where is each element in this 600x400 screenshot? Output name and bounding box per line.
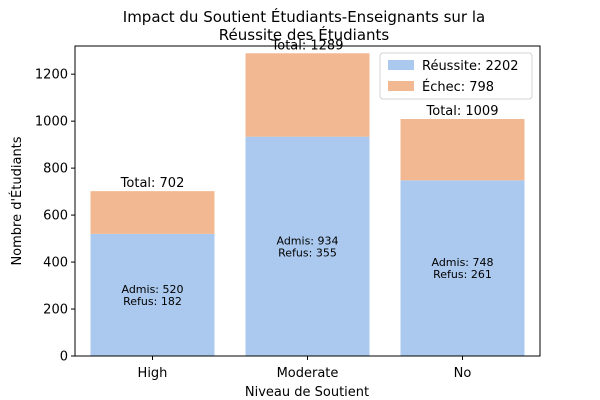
bar-high-echec — [90, 191, 215, 234]
inner-label-refus: Refus: 355 — [278, 246, 337, 259]
bar-no-reussite — [400, 180, 525, 356]
x-tick-label: Moderate — [277, 366, 339, 381]
y-tick-label: 1200 — [35, 68, 68, 83]
y-axis-label: Nombre d'Étudiants — [9, 136, 25, 265]
bar-high-reussite — [90, 233, 215, 356]
inner-label-admis: Admis: 934 — [276, 234, 338, 247]
x-axis-label: Niveau de Soutient — [245, 385, 369, 400]
x-tick-label: No — [454, 366, 472, 381]
chart-title-line-2: Réussite des Étudiants — [219, 25, 390, 44]
legend-swatch — [388, 81, 414, 91]
bar-no-echec — [400, 119, 525, 181]
bar-moderate-echec — [245, 53, 370, 137]
total-label: Total: 702 — [120, 176, 185, 191]
legend: Réussite: 2202 Échec: 798 — [379, 52, 533, 100]
plot-frame — [74, 45, 541, 357]
total-label: Total: 1009 — [426, 104, 499, 119]
y-tick-label: 1000 — [35, 115, 68, 130]
y-tick-label: 200 — [43, 303, 68, 318]
inner-label-refus: Refus: 182 — [123, 295, 182, 308]
chart-title-line-1: Impact du Soutient Étudiants-Enseignants… — [123, 7, 485, 26]
axes-layer: High Moderate No 0 200 400 600 800 1000 1200 — [35, 45, 541, 381]
bar-moderate-reussite — [245, 136, 370, 356]
x-tick-label: High — [138, 366, 168, 381]
y-tick-label: 0 — [60, 350, 68, 365]
inner-label-refus: Refus: 261 — [433, 268, 492, 281]
y-tick-label: 400 — [43, 256, 68, 271]
bars-layer — [90, 53, 525, 356]
legend-entry: Échec: 798 — [422, 79, 494, 95]
y-tick-label: 800 — [43, 162, 68, 177]
y-tick-label: 600 — [43, 209, 68, 224]
legend-swatch — [388, 60, 414, 70]
legend-box — [379, 52, 533, 100]
legend-entry: Réussite: 2202 — [422, 59, 519, 74]
inner-label-admis: Admis: 748 — [431, 256, 493, 269]
inner-label-admis: Admis: 520 — [121, 283, 183, 296]
